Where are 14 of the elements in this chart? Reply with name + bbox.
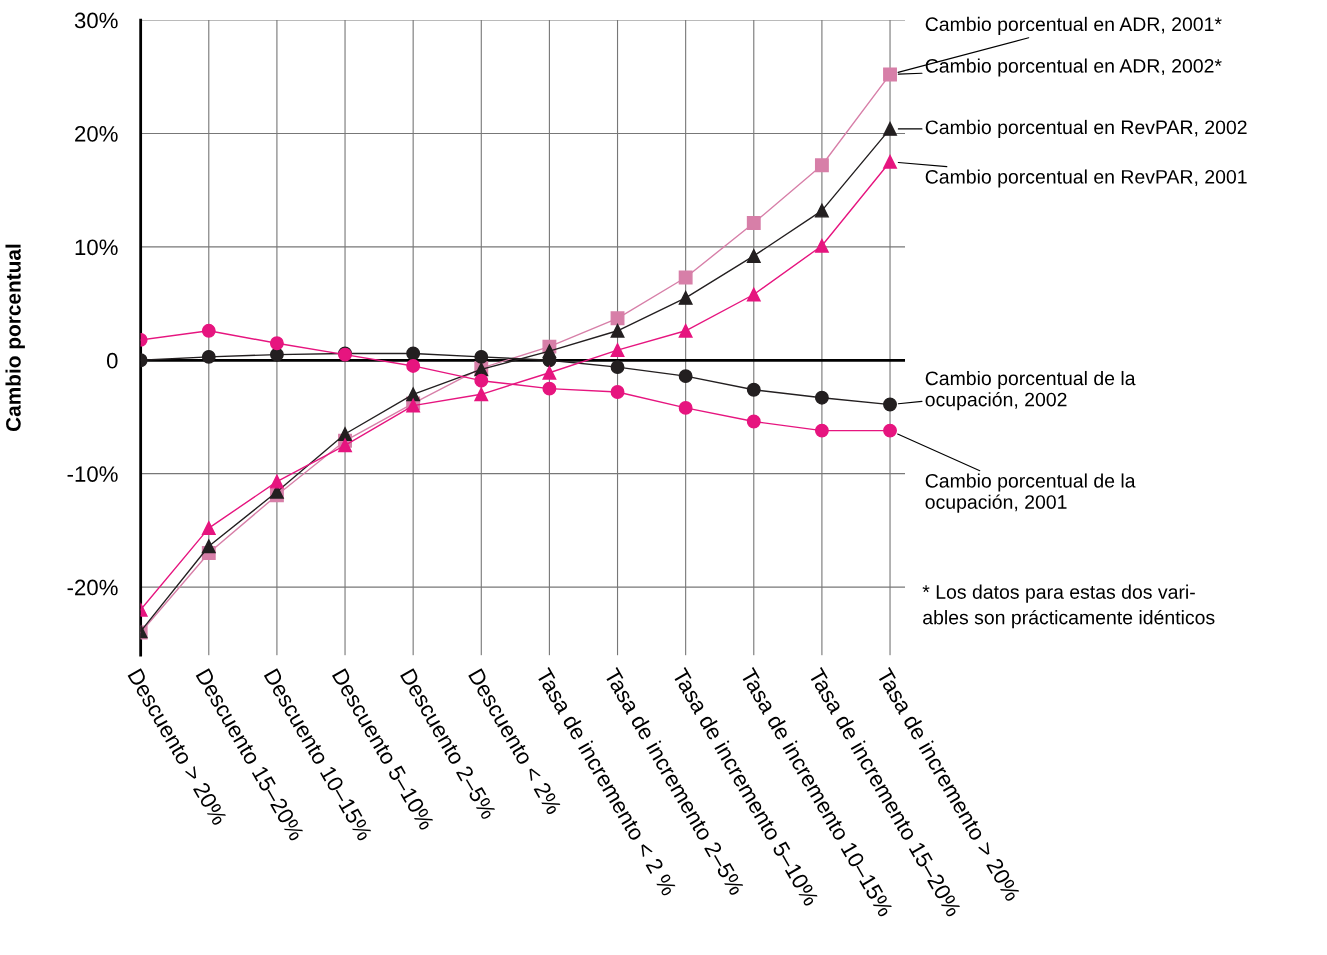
series-label: Cambio porcentual en ADR, 2002* — [925, 58, 1222, 77]
y-tick-label: -10% — [67, 466, 118, 482]
text: Cambio porcentual de la ocupación, 2001 — [925, 473, 1136, 513]
y-tick-label: -20% — [67, 579, 118, 596]
y-tick-label: 20% — [75, 126, 118, 142]
series-label: Cambio porcentual en RevPAR, 2001 — [925, 169, 1247, 188]
y-tick-label: 10% — [75, 239, 118, 256]
y-axis-title: Cambio porcentual — [5, 244, 25, 432]
series-label: Cambio porcentual en RevPAR, 2002 — [925, 119, 1247, 138]
y-tick-label: 0 — [106, 352, 118, 369]
text: * Los datos para estas dos vari- ables son prácticamente idénticos — [922, 584, 1215, 629]
annotation: Cambio porcentual en ADR, 2001* — [925, 16, 1222, 35]
series-label: Cambio porcentual de la ocupación, 2002 — [925, 370, 1136, 411]
y-tick-label: 30% — [74, 12, 118, 29]
